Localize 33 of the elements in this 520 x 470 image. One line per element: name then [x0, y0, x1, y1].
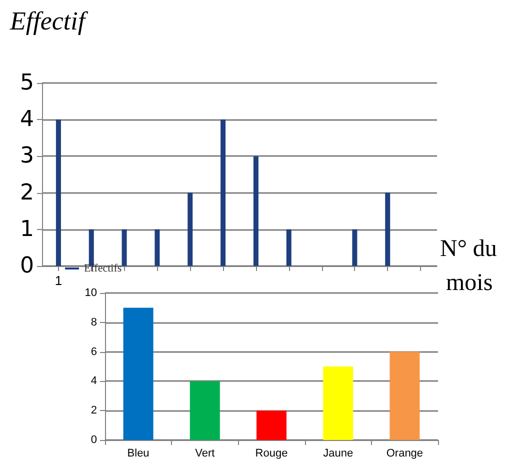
bar — [123, 308, 154, 440]
bar — [122, 229, 127, 266]
y-tick-label: 3 — [20, 144, 34, 169]
y-tick-label: 2 — [90, 404, 97, 417]
bar — [154, 229, 160, 266]
y-axis-title: Effectif — [9, 6, 89, 36]
bar — [188, 192, 193, 266]
x-tick-label: Bleu — [127, 448, 150, 460]
bar — [323, 366, 354, 440]
x-axis-title: N° du mois — [440, 236, 497, 296]
bar — [385, 192, 390, 266]
bar — [390, 352, 420, 440]
y-tick-label: 1 — [20, 216, 34, 242]
bar — [253, 156, 258, 266]
y-tick-label: 4 — [20, 107, 34, 132]
y-tick-label: 0 — [20, 254, 34, 278]
x-tick-label: Rouge — [255, 448, 288, 460]
bar — [220, 120, 226, 266]
y-tick-label: 5 — [20, 70, 34, 96]
y-tick-label: 0 — [90, 434, 97, 446]
x-tick-label: Orange — [386, 448, 424, 460]
y-tick-label: 4 — [90, 375, 97, 388]
y-tick-label: 8 — [90, 316, 97, 328]
bar — [56, 120, 61, 266]
bar — [256, 410, 286, 440]
x-tick-label: Vert — [195, 448, 215, 460]
bar — [190, 381, 220, 440]
bar — [286, 229, 292, 266]
bar — [352, 229, 358, 266]
y-tick-label: 6 — [90, 346, 97, 358]
x-tick-label: Jaune — [323, 448, 354, 460]
y-tick-label: 10 — [84, 287, 97, 299]
y-tick-label: 2 — [20, 180, 34, 206]
